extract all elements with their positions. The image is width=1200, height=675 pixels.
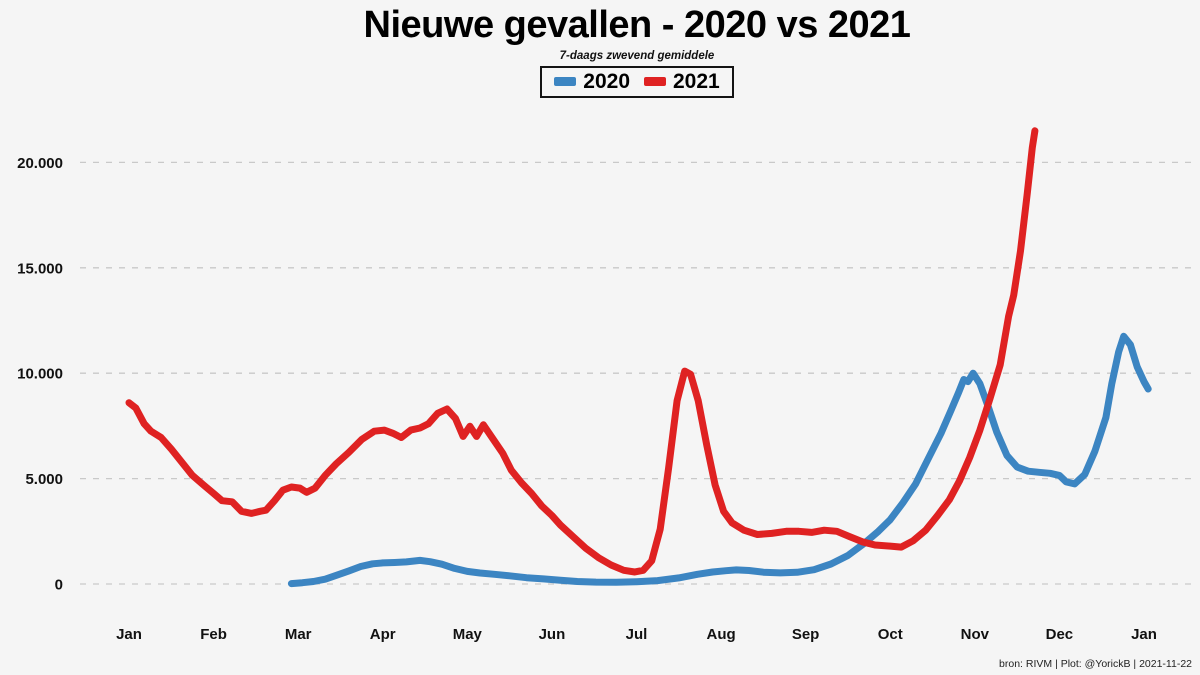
y-tick-label: 20.000 [17, 155, 63, 172]
chart-header: Nieuwe gevallen - 2020 vs 2021 7-daags z… [37, 0, 1200, 98]
x-tick-label: Sep [792, 626, 820, 643]
legend-swatch-2021 [644, 76, 666, 86]
series-line-2020 [287, 332, 1152, 588]
legend-item-2021: 2021 [644, 71, 720, 92]
x-tick-label: May [453, 626, 483, 643]
x-tick-label: Oct [878, 626, 903, 643]
y-tick-label: 15.000 [17, 260, 63, 277]
x-tick-label: Jan [1131, 626, 1157, 643]
legend-item-2020: 2020 [554, 71, 630, 92]
x-tick-label: Apr [370, 626, 396, 643]
legend-label-2020: 2020 [583, 69, 630, 93]
x-tick-label: Mar [285, 626, 312, 643]
legend-swatch-2020 [554, 76, 577, 86]
y-tick-label: 10.000 [17, 366, 63, 383]
x-tick-label: Jul [626, 626, 648, 643]
legend: 2020 2021 [540, 65, 734, 98]
source-credit: bron: RIVM | Plot: @YorickB | 2021-11-22 [999, 658, 1192, 670]
x-tick-label: Feb [200, 626, 227, 643]
chart-subtitle: 7-daags zwevend gemiddele [559, 49, 715, 62]
y-tick-label: 5.000 [25, 471, 63, 488]
series-line-2021 [125, 127, 1039, 576]
page-title: Nieuwe gevallen - 2020 vs 2021 [363, 4, 911, 46]
x-tick-label: Jan [116, 626, 142, 643]
x-tick-label: Dec [1046, 626, 1074, 643]
x-tick-label: Nov [961, 626, 990, 643]
legend-label-2021: 2021 [673, 69, 720, 93]
x-tick-label: Aug [707, 626, 736, 643]
y-tick-label: 0 [55, 577, 63, 594]
x-tick-label: Jun [539, 626, 566, 643]
